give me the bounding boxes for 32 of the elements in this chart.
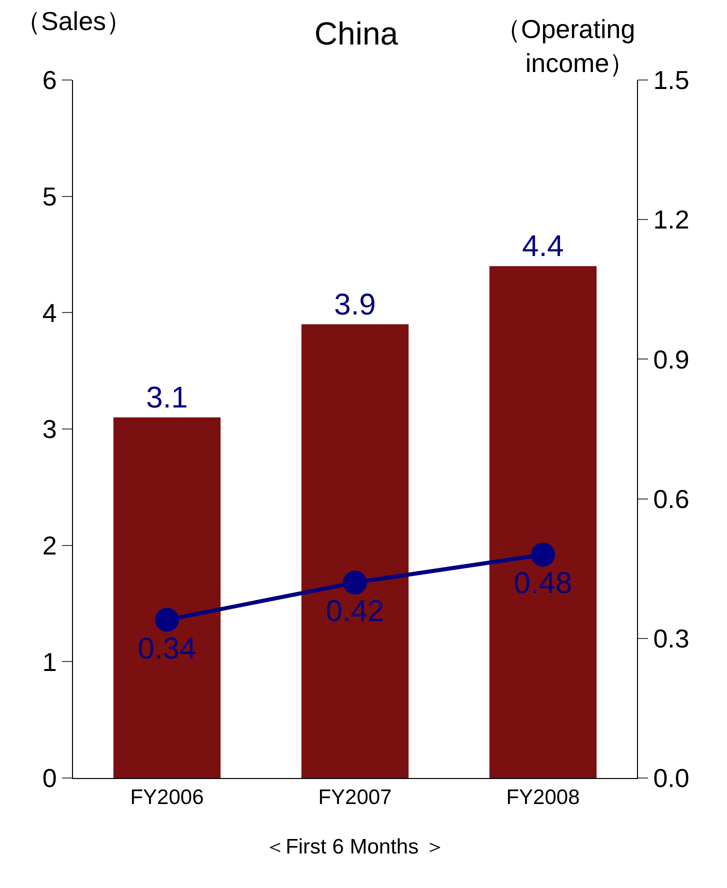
x-tick-label: FY2007: [318, 786, 392, 810]
data-label: 3.9: [334, 288, 376, 322]
bar: [113, 417, 221, 778]
y-axis-title: （Sales）: [15, 6, 132, 36]
data-label: 3.1: [146, 381, 188, 414]
y2-tick-label: 0.9: [653, 344, 690, 374]
y-tick-label: 1: [42, 646, 57, 677]
y-tick-label: 5: [42, 181, 57, 212]
point: [531, 542, 555, 567]
x-axis-title: ＜First 6 Months ＞: [264, 835, 446, 858]
x-tick-label: FY2008: [506, 786, 580, 810]
data-label: 0.42: [326, 595, 384, 628]
y2-tick-label: 0.3: [653, 624, 690, 654]
chart-title: China: [314, 16, 398, 52]
y-tick-label: 0: [42, 763, 57, 794]
bar: [489, 266, 597, 778]
y2-tick-label: 0.0: [653, 763, 690, 794]
data-label: 0.48: [514, 567, 572, 600]
y2-tick-label: 1.2: [653, 204, 690, 235]
point: [343, 570, 367, 595]
y-tick-label: 2: [42, 530, 57, 560]
bar: [301, 324, 409, 778]
y-tick-label: 6: [42, 65, 57, 96]
x-tick-label: FY2006: [130, 786, 204, 810]
y2-tick-label: 1.5: [653, 65, 690, 96]
y-tick-label: 3: [42, 414, 57, 444]
point: [155, 608, 179, 632]
data-label: 0.34: [138, 632, 196, 666]
data-label: 4.4: [522, 230, 564, 264]
y2-tick-label: 0.6: [653, 484, 690, 514]
y2-axis-title: （Operating income）: [495, 14, 636, 78]
y-tick-label: 4: [42, 298, 57, 328]
